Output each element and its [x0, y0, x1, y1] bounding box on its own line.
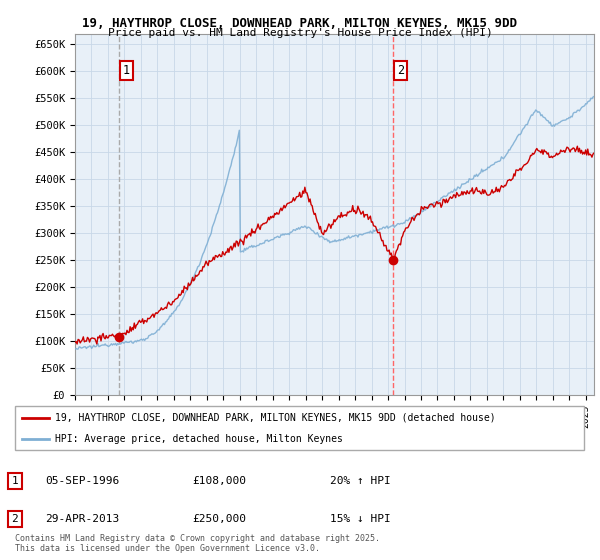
Text: £250,000: £250,000: [192, 514, 246, 524]
Text: HPI: Average price, detached house, Milton Keynes: HPI: Average price, detached house, Milt…: [55, 435, 343, 444]
Text: Contains HM Land Registry data © Crown copyright and database right 2025.
This d: Contains HM Land Registry data © Crown c…: [15, 534, 380, 553]
Text: 2: 2: [397, 64, 404, 77]
Text: 29-APR-2013: 29-APR-2013: [45, 514, 119, 524]
Text: 1: 1: [11, 476, 19, 486]
Text: £108,000: £108,000: [192, 476, 246, 486]
FancyBboxPatch shape: [15, 406, 584, 450]
Text: 15% ↓ HPI: 15% ↓ HPI: [330, 514, 391, 524]
Text: Price paid vs. HM Land Registry's House Price Index (HPI): Price paid vs. HM Land Registry's House …: [107, 28, 493, 38]
Text: 1: 1: [122, 64, 130, 77]
Text: 20% ↑ HPI: 20% ↑ HPI: [330, 476, 391, 486]
Text: 2: 2: [11, 514, 19, 524]
Text: 19, HAYTHROP CLOSE, DOWNHEAD PARK, MILTON KEYNES, MK15 9DD (detached house): 19, HAYTHROP CLOSE, DOWNHEAD PARK, MILTO…: [55, 413, 496, 423]
Text: 19, HAYTHROP CLOSE, DOWNHEAD PARK, MILTON KEYNES, MK15 9DD: 19, HAYTHROP CLOSE, DOWNHEAD PARK, MILTO…: [83, 17, 517, 30]
Text: 05-SEP-1996: 05-SEP-1996: [45, 476, 119, 486]
